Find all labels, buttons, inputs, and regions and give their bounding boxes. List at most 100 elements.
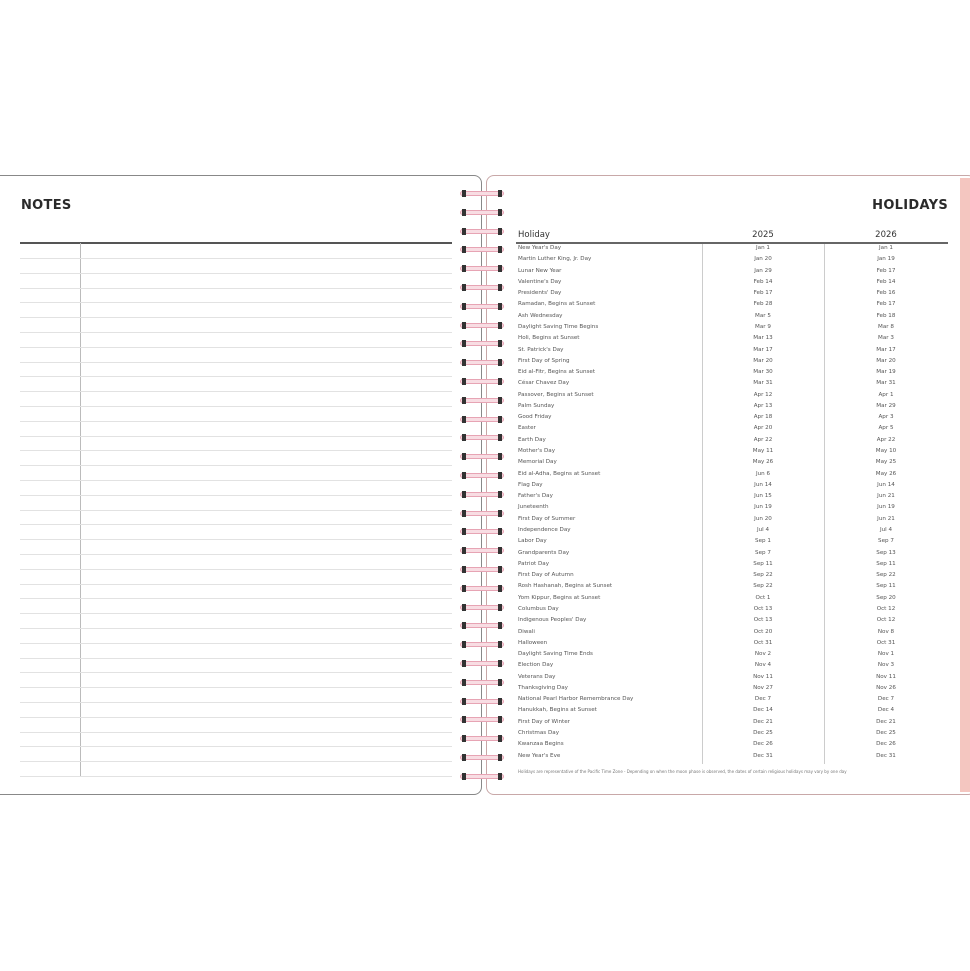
holiday-name: Hanukkah, Begins at Sunset <box>518 707 597 714</box>
date-2026: Sep 13 <box>876 549 896 556</box>
date-2026: Feb 17 <box>876 267 896 274</box>
date-2026: Jan 19 <box>877 256 895 263</box>
date-2025: Sep 11 <box>753 560 773 567</box>
holiday-name: Patriot Day <box>518 560 550 567</box>
column-header-holiday: Holiday <box>518 230 550 240</box>
date-2025: Apr 20 <box>753 425 773 432</box>
spiral-coil <box>460 660 504 667</box>
holiday-name: Father's Day <box>518 493 553 500</box>
note-line <box>20 346 452 348</box>
holiday-name: Halloween <box>518 639 548 646</box>
note-line <box>20 598 452 600</box>
holiday-name: Daylight Saving Time Ends <box>518 651 593 658</box>
note-line <box>20 376 452 378</box>
date-2026: Mar 29 <box>876 402 896 409</box>
spiral-coil <box>460 378 504 385</box>
holiday-name: Labor Day <box>518 538 547 545</box>
note-line <box>20 716 452 718</box>
holidays-header-rule <box>516 242 948 244</box>
date-2025: Feb 28 <box>753 301 773 308</box>
spiral-coil <box>460 246 504 254</box>
date-2025: Jun 15 <box>754 493 772 500</box>
holiday-name: Ramadan, Begins at Sunset <box>518 301 596 308</box>
date-2026: Mar 31 <box>876 380 896 387</box>
spiral-coil <box>460 735 504 743</box>
holiday-name: New Year's Day <box>518 245 562 251</box>
date-2025: Sep 1 <box>755 538 771 545</box>
date-2026: Dec 7 <box>877 696 895 703</box>
date-2026: Nov 26 <box>876 684 896 691</box>
date-2026: Sep 7 <box>878 538 894 545</box>
note-line <box>20 302 452 304</box>
date-2026: Apr 22 <box>876 436 896 443</box>
date-2025: Sep 22 <box>753 572 773 579</box>
date-2026: Dec 26 <box>876 741 896 748</box>
holiday-name: Holi, Begins at Sunset <box>518 335 580 342</box>
note-line <box>20 628 452 629</box>
holidays-title: HOLIDAYS <box>872 198 948 213</box>
date-2025: Mar 13 <box>753 335 773 342</box>
spiral-coil <box>460 359 504 367</box>
holiday-name: Passover, Begins at Sunset <box>518 391 594 398</box>
holiday-name: Juneteenth <box>518 504 549 511</box>
holiday-name: First Day of Autumn <box>518 572 574 579</box>
note-line <box>20 613 452 615</box>
note-line <box>20 746 452 748</box>
holiday-name: Earth Day <box>518 436 546 443</box>
spiral-coil <box>460 603 504 611</box>
date-2026: Sep 22 <box>876 572 896 579</box>
date-2025: Jul 4 <box>756 527 770 533</box>
date-2025: Apr 18 <box>753 414 773 421</box>
date-2026: Oct 12 <box>876 605 896 612</box>
date-2025: Jan 20 <box>754 256 772 263</box>
date-2025: Jan 1 <box>756 245 770 251</box>
date-2025: May 26 <box>752 459 774 466</box>
holiday-name: Eid al-Fitr, Begins at Sunset <box>518 369 596 376</box>
spiral-coil <box>460 716 504 724</box>
holiday-name: Ash Wednesday <box>518 312 563 319</box>
note-line <box>20 406 452 407</box>
date-2026: Jun 21 <box>877 493 895 500</box>
date-2026: Sep 20 <box>876 594 896 601</box>
holiday-name: Easter <box>518 425 536 432</box>
date-2026: Dec 4 <box>877 707 895 714</box>
date-2025: Jun 19 <box>754 504 772 511</box>
note-line <box>20 731 452 733</box>
note-line <box>20 420 452 422</box>
holiday-name: Presidents' Day <box>518 290 562 297</box>
date-2025: Apr 12 <box>753 391 773 398</box>
date-2025: Oct 31 <box>753 639 773 646</box>
date-2026: Mar 8 <box>878 323 894 330</box>
holiday-name: St. Patrick's Day <box>518 346 564 353</box>
date-2026: Mar 3 <box>878 335 894 342</box>
date-2025: Oct 13 <box>753 617 773 624</box>
date-2026: Dec 21 <box>876 718 896 725</box>
date-2025: Dec 14 <box>753 707 773 714</box>
note-line <box>20 332 452 333</box>
date-2025: Jun 20 <box>754 515 772 522</box>
holiday-name: Independence Day <box>518 527 571 533</box>
holiday-name: New Year's Eve <box>518 752 561 759</box>
note-line <box>20 258 452 259</box>
spiral-coil <box>460 434 504 442</box>
spiral-coil <box>460 509 504 517</box>
date-2025: Nov 4 <box>754 662 772 669</box>
date-2025: Dec 25 <box>753 730 773 737</box>
date-2026: Jun 14 <box>877 481 895 488</box>
holiday-name: Thanksgiving Day <box>518 684 568 691</box>
date-2025: Jun 14 <box>754 481 772 488</box>
holiday-name: Mother's Day <box>518 448 556 455</box>
note-line <box>20 465 452 467</box>
date-2026: Oct 31 <box>876 639 896 646</box>
holiday-name: First Day of Winter <box>518 718 570 725</box>
date-2025: Sep 7 <box>755 549 771 556</box>
date-2025: Mar 9 <box>755 323 771 330</box>
holiday-name: First Day of Summer <box>518 515 576 522</box>
notes-margin-line <box>80 243 81 776</box>
spiral-coil <box>460 208 504 216</box>
note-line <box>20 539 452 541</box>
date-2026: Nov 3 <box>877 662 895 669</box>
date-2025: Dec 31 <box>753 752 773 759</box>
note-line <box>20 494 452 496</box>
column-header-2025: 2025 <box>752 230 774 240</box>
